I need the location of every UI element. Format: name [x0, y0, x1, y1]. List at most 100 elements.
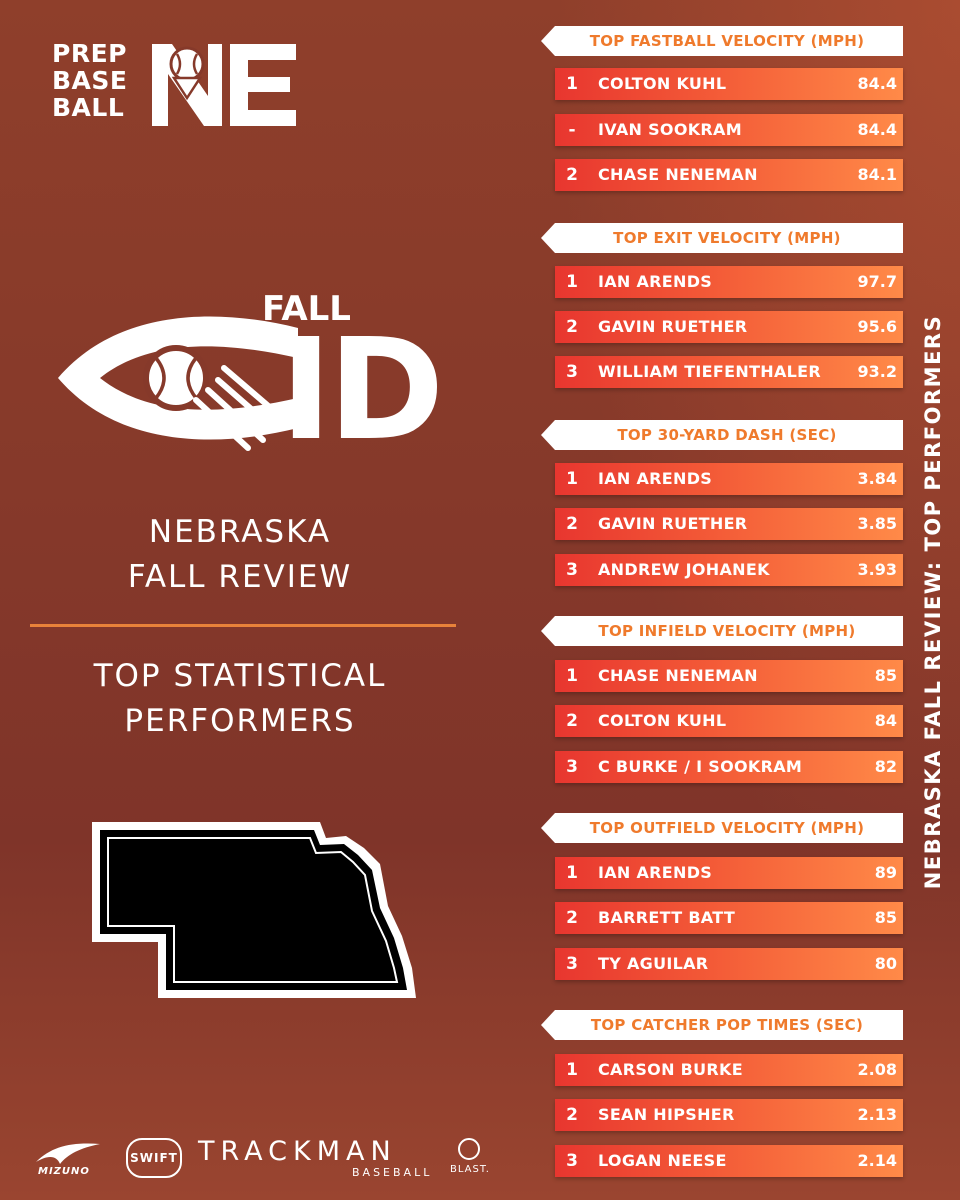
row-player-name: WILLIAM TIEFENTHALER	[598, 362, 821, 381]
row-rank: -	[568, 120, 576, 140]
row-player-name: GAVIN RUETHER	[598, 317, 748, 336]
leaderboard-row: - IVAN SOOKRAM 84.4	[555, 114, 903, 146]
event-title-line2: FALL REVIEW	[127, 559, 353, 595]
logo-line-ball: BALL	[52, 93, 125, 122]
row-player-name: IAN ARENDS	[598, 863, 713, 882]
logo-line-base: BASE	[52, 66, 128, 95]
row-value: 84.4	[857, 120, 897, 139]
row-rank: 1	[566, 272, 578, 292]
row-rank: 1	[566, 1060, 578, 1080]
row-rank: 2	[566, 1105, 578, 1125]
category-header: TOP EXIT VELOCITY (MPH)	[541, 223, 903, 253]
row-player-name: LOGAN NEESE	[598, 1151, 727, 1170]
row-rank: 3	[566, 362, 578, 382]
row-value: 93.2	[857, 362, 897, 381]
leaderboard-row: 3 ANDREW JOHANEK 3.93	[555, 554, 903, 586]
blast-logo: BLAST.	[450, 1164, 490, 1175]
mizuno-label: MIZUNO	[38, 1166, 90, 1177]
row-value: 84.1	[857, 165, 897, 184]
row-value: 80	[874, 954, 897, 973]
row-value: 84.4	[857, 74, 897, 93]
category-header: TOP FASTBALL VELOCITY (MPH)	[541, 26, 903, 56]
category-header: TOP CATCHER POP TIMES (SEC)	[541, 1010, 903, 1040]
leaderboard-row: 1 COLTON KUHL 84.4	[555, 68, 903, 100]
row-player-name: CARSON BURKE	[598, 1060, 743, 1079]
row-rank: 1	[566, 863, 578, 883]
side-title-text: NEBRASKA FALL REVIEW: TOP PERFORMERS	[921, 314, 945, 890]
row-player-name: ANDREW JOHANEK	[598, 560, 770, 579]
trackman-sub-label: BASEBALL	[352, 1166, 433, 1179]
category-header: TOP OUTFIELD VELOCITY (MPH)	[541, 813, 903, 843]
orange-divider	[30, 624, 456, 627]
row-player-name: BARRETT BATT	[598, 908, 736, 927]
row-value: 3.85	[857, 514, 897, 533]
row-rank: 2	[566, 165, 578, 185]
leaderboard-row: 2 SEAN HIPSHER 2.13	[555, 1099, 903, 1131]
row-player-name: COLTON KUHL	[598, 711, 727, 730]
event-title-line1: NEBRASKA	[148, 514, 332, 550]
event-subtitle-line1: TOP STATISTICAL	[93, 658, 387, 694]
row-player-name: GAVIN RUETHER	[598, 514, 748, 533]
row-value: 3.84	[857, 469, 897, 488]
row-rank: 2	[566, 711, 578, 731]
leaderboard-row: 1 CHASE NENEMAN 85	[555, 660, 903, 692]
row-rank: 1	[566, 469, 578, 489]
leaderboard-row: 2 GAVIN RUETHER 3.85	[555, 508, 903, 540]
row-player-name: IAN ARENDS	[598, 272, 713, 291]
row-rank: 3	[566, 560, 578, 580]
category-header: TOP INFIELD VELOCITY (MPH)	[541, 616, 903, 646]
leaderboard-row: 2 COLTON KUHL 84	[555, 705, 903, 737]
event-subtitle-line2: PERFORMERS	[124, 703, 356, 739]
leaderboard-row: 3 WILLIAM TIEFENTHALER 93.2	[555, 356, 903, 388]
row-player-name: C BURKE / I SOOKRAM	[598, 757, 803, 776]
row-player-name: TY AGUILAR	[598, 954, 709, 973]
leaderboard-row: 2 GAVIN RUETHER 95.6	[555, 311, 903, 343]
leaderboard-row: 1 CARSON BURKE 2.08	[555, 1054, 903, 1086]
trackman-logo: TRACKMAN	[198, 1136, 397, 1167]
row-rank: 3	[566, 757, 578, 777]
row-value: 85	[874, 666, 897, 685]
row-rank: 2	[566, 908, 578, 928]
row-value: 2.13	[857, 1105, 897, 1124]
leaderboard-row: 1 IAN ARENDS 3.84	[555, 463, 903, 495]
leaderboard-row: 1 IAN ARENDS 89	[555, 857, 903, 889]
row-player-name: SEAN HIPSHER	[598, 1105, 735, 1124]
row-player-name: CHASE NENEMAN	[598, 165, 758, 184]
prep-baseball-ne-logo: PREP BASE BALL NE	[52, 40, 296, 132]
leaderboard-row: 3 TY AGUILAR 80	[555, 948, 903, 980]
leaderboard-row: 2 CHASE NENEMAN 84.1	[555, 159, 903, 191]
row-value: 2.08	[857, 1060, 897, 1079]
row-rank: 3	[566, 1151, 578, 1171]
row-value: 2.14	[857, 1151, 897, 1170]
fall-id-logo: FALL ID	[58, 289, 444, 466]
sponsor-bar: MIZUNO SWIFT TRACKMAN BASEBALL BLAST.	[30, 1136, 500, 1184]
row-value: 84	[874, 711, 897, 730]
leaderboard-row: 3 LOGAN NEESE 2.14	[555, 1145, 903, 1177]
swift-logo: SWIFT	[126, 1138, 182, 1178]
event-subtitle: TOP STATISTICAL PERFORMERS	[0, 654, 480, 744]
row-rank: 2	[566, 317, 578, 337]
row-value: 89	[874, 863, 897, 882]
row-rank: 3	[566, 954, 578, 974]
fall-text: FALL	[262, 289, 351, 329]
leaderboard-row: 3 C BURKE / I SOOKRAM 82	[555, 751, 903, 783]
row-value: 85	[874, 908, 897, 927]
event-title: NEBRASKA FALL REVIEW	[0, 510, 480, 600]
nebraska-map-icon	[92, 822, 416, 998]
category-header: TOP 30-YARD DASH (SEC)	[541, 420, 903, 450]
row-value: 82	[874, 757, 897, 776]
row-rank: 1	[566, 666, 578, 686]
blast-icon	[458, 1138, 480, 1160]
logo-line-prep: PREP	[52, 39, 127, 68]
id-text: ID	[280, 309, 440, 466]
row-player-name: COLTON KUHL	[598, 74, 727, 93]
side-title: NEBRASKA FALL REVIEW: TOP PERFORMERS	[918, 292, 948, 912]
row-player-name: IAN ARENDS	[598, 469, 713, 488]
row-rank: 1	[566, 74, 578, 94]
logo-wordmark: PREP BASE BALL	[52, 40, 147, 121]
leaderboard-row: 1 IAN ARENDS 97.7	[555, 266, 903, 298]
row-player-name: CHASE NENEMAN	[598, 666, 758, 685]
row-value: 95.6	[857, 317, 897, 336]
logo-ne-mark: NE	[152, 44, 296, 126]
leaderboard-row: 2 BARRETT BATT 85	[555, 902, 903, 934]
